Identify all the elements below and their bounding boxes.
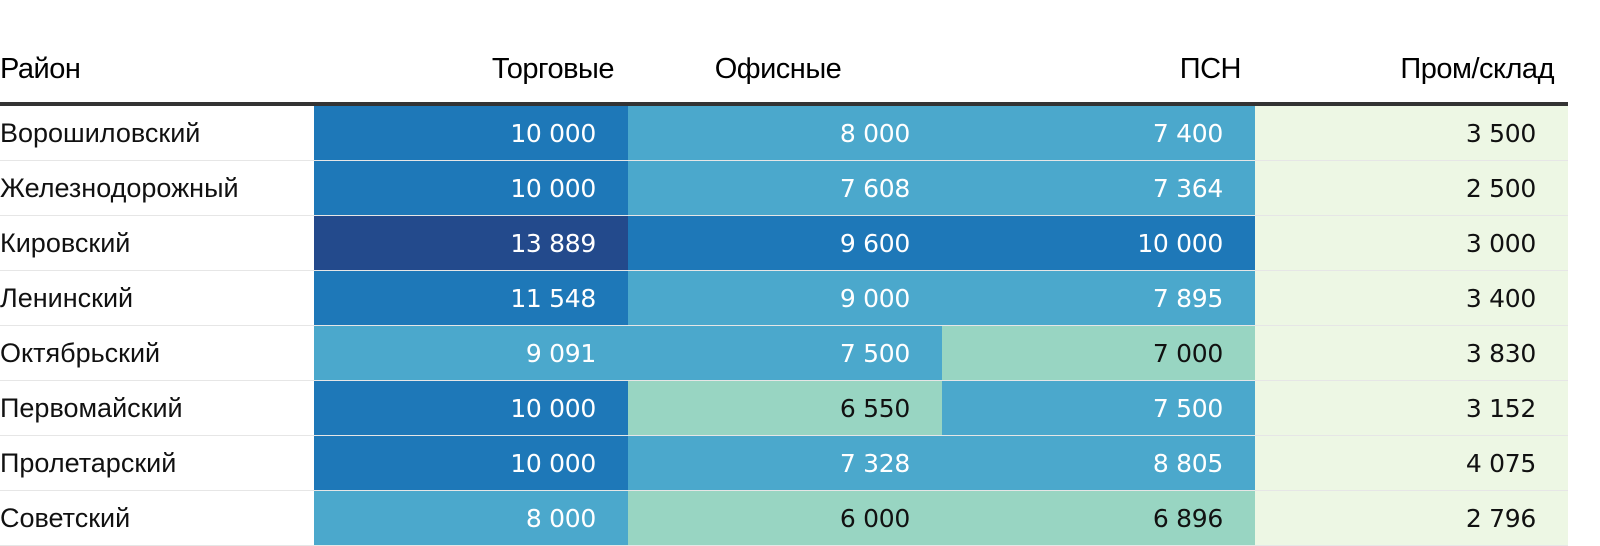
cell-office: 6 550: [628, 380, 942, 436]
cell-office: 7 500: [628, 325, 942, 381]
column-header-office[interactable]: Офисные: [628, 0, 942, 106]
row-label-district: Кировский: [0, 215, 314, 271]
cell-office: 9 000: [628, 270, 942, 326]
cell-psn: 7 364: [942, 160, 1255, 216]
cell-industrial: 2 500: [1255, 160, 1568, 216]
table-row: Кировский 13 889 9 600 10 000 3 000: [0, 215, 1568, 271]
cell-industrial: 4 075: [1255, 435, 1568, 491]
table-row: Первомайский 10 000 6 550 7 500 3 152: [0, 380, 1568, 436]
cell-office: 7 328: [628, 435, 942, 491]
table-row: Пролетарский 10 000 7 328 8 805 4 075: [0, 435, 1568, 491]
row-label-district: Октябрьский: [0, 325, 314, 381]
cell-psn: 7 895: [942, 270, 1255, 326]
table-row: Советский 8 000 6 000 6 896 2 796: [0, 490, 1568, 546]
cell-retail: 11 548: [314, 270, 628, 326]
cell-industrial: 3 500: [1255, 104, 1568, 161]
table-row: Октябрьский 9 091 7 500 7 000 3 830: [0, 325, 1568, 381]
row-label-district: Пролетарский: [0, 435, 314, 491]
column-header-retail[interactable]: Торговые: [314, 0, 628, 106]
cell-psn: 10 000: [942, 215, 1255, 271]
cell-psn: 8 805: [942, 435, 1255, 491]
cell-office: 8 000: [628, 104, 942, 161]
table-row: Ленинский 11 548 9 000 7 895 3 400: [0, 270, 1568, 326]
cell-psn: 7 000: [942, 325, 1255, 381]
row-label-district: Железнодорожный: [0, 160, 314, 216]
row-label-district: Первомайский: [0, 380, 314, 436]
cell-retail: 9 091: [314, 325, 628, 381]
cell-industrial: 3 152: [1255, 380, 1568, 436]
cell-industrial: 3 400: [1255, 270, 1568, 326]
cell-retail: 10 000: [314, 160, 628, 216]
cell-industrial: 3 000: [1255, 215, 1568, 271]
column-header-industrial[interactable]: Пром/склад: [1255, 0, 1568, 106]
cell-office: 6 000: [628, 490, 942, 546]
cell-psn: 7 400: [942, 104, 1255, 161]
cell-retail: 10 000: [314, 380, 628, 436]
column-header-psn[interactable]: ПСН: [942, 0, 1255, 106]
cell-retail: 13 889: [314, 215, 628, 271]
table-row: Ворошиловский 10 000 8 000 7 400 3 500: [0, 104, 1568, 161]
row-label-district: Ленинский: [0, 270, 314, 326]
row-label-district: Ворошиловский: [0, 104, 314, 161]
cell-psn: 6 896: [942, 490, 1255, 546]
cell-office: 9 600: [628, 215, 942, 271]
cell-industrial: 3 830: [1255, 325, 1568, 381]
table-row: Железнодорожный 10 000 7 608 7 364 2 500: [0, 160, 1568, 216]
cell-office: 7 608: [628, 160, 942, 216]
row-label-district: Советский: [0, 490, 314, 546]
cell-retail: 10 000: [314, 435, 628, 491]
table-body: Ворошиловский 10 000 8 000 7 400 3 500 Железн…: [0, 104, 1568, 546]
cell-retail: 8 000: [314, 490, 628, 546]
column-header-district[interactable]: Район: [0, 0, 314, 106]
cell-industrial: 2 796: [1255, 490, 1568, 546]
cell-retail: 10 000: [314, 104, 628, 161]
cell-psn: 7 500: [942, 380, 1255, 436]
header-row: Район Торговые Офисные ПСН Пром/склад: [0, 0, 1568, 106]
